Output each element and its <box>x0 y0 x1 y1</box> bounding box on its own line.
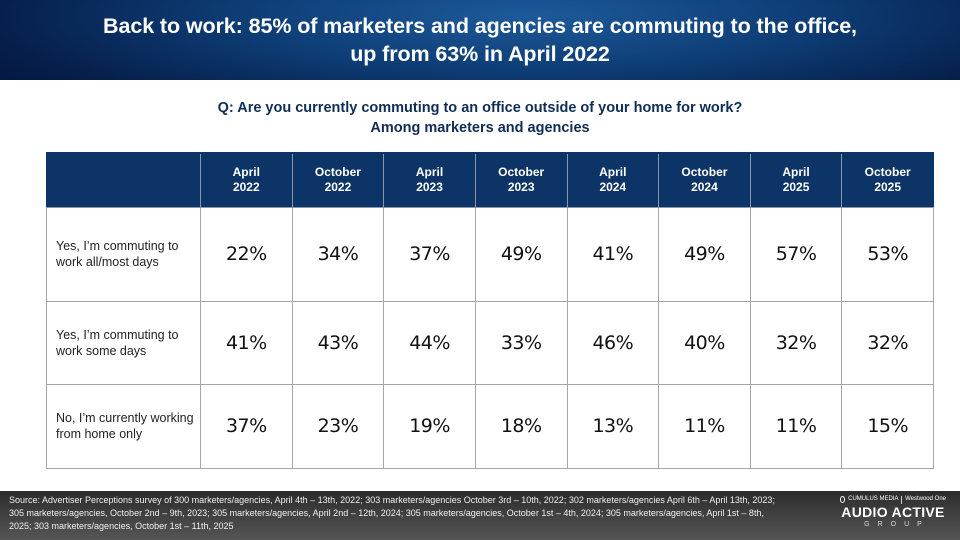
column-header: October 2025 <box>841 152 934 208</box>
column-header-month: April <box>232 165 260 180</box>
column-header-year: 2024 <box>599 180 627 195</box>
value-cell: 13% <box>566 383 660 469</box>
footer: Source: Advertiser Perceptions survey of… <box>0 491 960 540</box>
value-cell: 46% <box>566 300 660 385</box>
column-header-year: 2023 <box>416 180 443 195</box>
value-cell: 44% <box>383 300 476 385</box>
row-label: Yes, I’m commuting to work all/most days <box>46 206 201 302</box>
column-header: April 2022 <box>200 152 293 208</box>
value-cell: 53% <box>841 206 934 302</box>
value-cell: 11% <box>749 383 843 469</box>
value-cell: 19% <box>383 383 476 469</box>
header-row: April 2022 October 2022 April 2023 October 2023… <box>46 152 934 208</box>
header-corner-cell <box>46 152 201 208</box>
question-text: Q: Are you currently commuting to an off… <box>217 100 743 116</box>
value-cell: 23% <box>291 383 385 469</box>
column-header-year: 2023 <box>507 180 535 195</box>
value-cell: 41% <box>566 206 660 302</box>
column-header: October 2024 <box>658 152 751 208</box>
table-row: Yes, I’m commuting to work all/most days… <box>46 206 934 302</box>
slide-title: Back to work: 85% of marketers and agenc… <box>103 14 857 66</box>
column-header-year: 2025 <box>782 180 810 195</box>
column-header-month: April <box>599 165 627 180</box>
column-header-year: 2024 <box>691 180 718 195</box>
row-label: No, I’m currently working from home only <box>46 383 201 469</box>
column-header-year: 2025 <box>874 180 902 195</box>
column-header: April 2023 <box>383 152 476 208</box>
value-cell: 37% <box>200 383 293 469</box>
column-header: October 2023 <box>474 152 568 208</box>
partner-westwood: Westwood One <box>905 496 946 502</box>
cumulus-icon <box>840 496 846 503</box>
value-cell: 32% <box>749 300 843 385</box>
value-cell: 11% <box>658 383 751 469</box>
column-header-year: 2022 <box>324 180 352 195</box>
column-header-month: October <box>681 165 728 180</box>
value-cell: 15% <box>841 383 934 469</box>
table-row: No, I’m currently working from home only… <box>46 383 934 469</box>
table-row: Yes, I’m commuting to work some days 41% 4… <box>46 300 934 385</box>
column-header: October 2022 <box>291 152 385 208</box>
value-cell: 18% <box>474 383 568 469</box>
partner-cumulus: CUMULUS MEDIA <box>848 496 899 502</box>
value-cell: 43% <box>291 300 385 385</box>
source-note: Source: Advertiser Perceptions survey of… <box>9 495 775 531</box>
value-cell: 32% <box>841 300 934 385</box>
value-cell: 41% <box>200 300 293 385</box>
value-cell: 49% <box>658 206 751 302</box>
question-heading: Q: Are you currently commuting to an off… <box>0 98 960 138</box>
column-header-month: October <box>498 165 545 180</box>
column-header-month: April <box>782 165 810 180</box>
partner-logos: CUMULUS MEDIA Westwood One <box>840 495 946 504</box>
value-cell: 40% <box>658 300 751 385</box>
column-header-month: October <box>314 165 361 180</box>
value-cell: 37% <box>383 206 476 302</box>
question-subtitle: Among marketers and agencies <box>370 120 590 136</box>
row-label: Yes, I’m commuting to work some days <box>46 300 201 385</box>
value-cell: 33% <box>474 300 568 385</box>
value-cell: 49% <box>474 206 568 302</box>
column-header-month: October <box>864 165 911 180</box>
column-header-month: April <box>415 165 444 180</box>
audio-active-group-logo: CUMULUS MEDIA Westwood One AUDIO ACTIVE … <box>840 495 946 537</box>
value-cell: 22% <box>200 206 293 302</box>
results-table: April 2022 October 2022 April 2023 October 2023… <box>46 152 934 469</box>
brand-name: AUDIO ACTIVE <box>841 504 945 520</box>
column-header-year: 2022 <box>232 180 260 195</box>
column-header: April 2025 <box>749 152 843 208</box>
title-bar: Back to work: 85% of marketers and agenc… <box>0 0 960 80</box>
value-cell: 57% <box>749 206 843 302</box>
brand-group: GROUP <box>864 521 930 528</box>
column-header: April 2024 <box>566 152 660 208</box>
value-cell: 34% <box>291 206 385 302</box>
logo-divider <box>901 495 903 504</box>
